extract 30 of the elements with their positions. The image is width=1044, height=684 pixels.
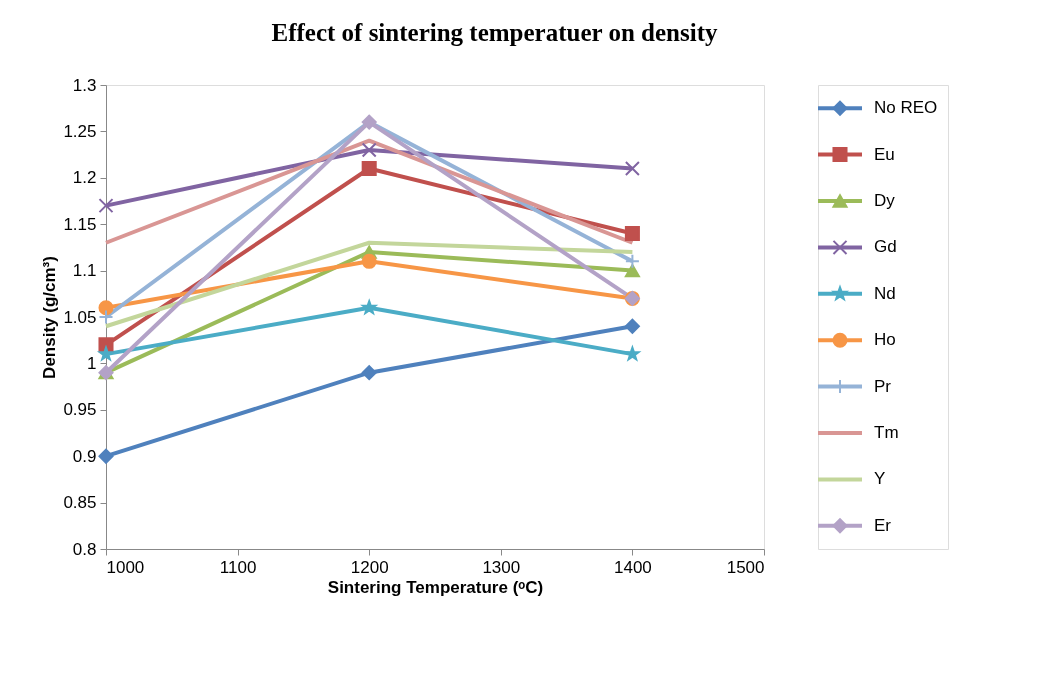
- legend-label: Dy: [874, 191, 896, 210]
- x-tick-label: 1200: [350, 557, 389, 577]
- x-tick-label: 1400: [613, 557, 652, 577]
- x-tick-label: 1000: [106, 557, 145, 577]
- legend-label: No REO: [874, 98, 938, 118]
- y-tick-label: 1.05: [63, 307, 97, 327]
- y-tick-label: 1.3: [72, 75, 97, 95]
- y-tick-label: 0.95: [63, 400, 97, 420]
- legend-label: Ho: [874, 330, 896, 350]
- y-tick-label: 1.25: [63, 121, 97, 141]
- x-tick-label: 1100: [219, 557, 257, 577]
- chart-title: Effect of sintering temperatuer on density: [271, 18, 718, 46]
- y-tick-label: 0.85: [63, 493, 97, 513]
- legend-label: Y: [874, 469, 886, 489]
- legend-label: Nd: [874, 283, 896, 303]
- y-tick-label: 1.2: [72, 168, 97, 188]
- y-tick-label: 0.9: [72, 446, 97, 466]
- y-tick-label: 1.1: [72, 261, 97, 281]
- y-tick-label: 1: [87, 353, 97, 373]
- legend-label: Er: [874, 515, 892, 535]
- legend-label: Eu: [874, 144, 895, 164]
- y-tick-label: 0.8: [72, 539, 97, 559]
- x-tick-label: 1300: [482, 557, 521, 577]
- legend-label: Pr: [874, 376, 892, 396]
- y-tick-label: 1.15: [63, 214, 97, 234]
- y-axis-title: Density (g/cm³): [40, 256, 60, 379]
- legend-label: Gd: [874, 237, 897, 257]
- x-axis-title: Sintering Temperature (ᵒC): [327, 577, 544, 597]
- legend-label: Tm: [874, 423, 899, 442]
- x-tick-label: 1500: [726, 557, 765, 577]
